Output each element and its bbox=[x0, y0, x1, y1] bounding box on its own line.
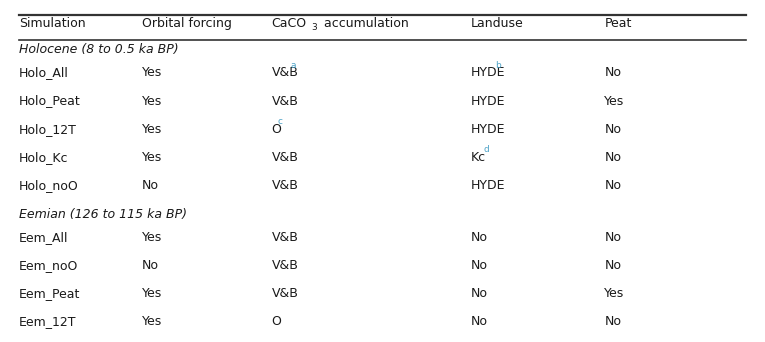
Text: No: No bbox=[142, 179, 158, 192]
Text: Yes: Yes bbox=[604, 94, 624, 107]
Text: Yes: Yes bbox=[142, 150, 161, 163]
Text: Eem_noO: Eem_noO bbox=[19, 259, 79, 272]
Text: CaCO: CaCO bbox=[272, 17, 307, 30]
Text: HYDE: HYDE bbox=[470, 66, 505, 79]
Text: HYDE: HYDE bbox=[470, 179, 505, 192]
Text: Kc: Kc bbox=[470, 150, 486, 163]
Text: Eem_Peat: Eem_Peat bbox=[19, 287, 80, 300]
Text: No: No bbox=[604, 66, 621, 79]
Text: Yes: Yes bbox=[604, 287, 624, 300]
Text: Yes: Yes bbox=[142, 122, 161, 135]
Text: V&B: V&B bbox=[272, 150, 298, 163]
Text: Holo_All: Holo_All bbox=[19, 66, 69, 79]
Text: O: O bbox=[272, 122, 282, 135]
Text: Holo_noO: Holo_noO bbox=[19, 179, 79, 192]
Text: a: a bbox=[291, 61, 296, 70]
Text: Yes: Yes bbox=[142, 315, 161, 328]
Text: V&B: V&B bbox=[272, 66, 298, 79]
Text: Eem_All: Eem_All bbox=[19, 231, 69, 244]
Text: Holo_Kc: Holo_Kc bbox=[19, 150, 69, 163]
Text: O: O bbox=[272, 315, 282, 328]
Text: Yes: Yes bbox=[142, 287, 161, 300]
Text: No: No bbox=[604, 315, 621, 328]
Text: No: No bbox=[142, 259, 158, 272]
Text: No: No bbox=[604, 150, 621, 163]
Text: No: No bbox=[604, 179, 621, 192]
Text: V&B: V&B bbox=[272, 259, 298, 272]
Text: V&B: V&B bbox=[272, 179, 298, 192]
Text: Yes: Yes bbox=[142, 66, 161, 79]
Text: b: b bbox=[496, 61, 501, 70]
Text: Holocene (8 to 0.5 ka BP): Holocene (8 to 0.5 ka BP) bbox=[19, 43, 179, 56]
Text: Simulation: Simulation bbox=[19, 17, 86, 30]
Text: Landuse: Landuse bbox=[470, 17, 523, 30]
Text: Eem_12T: Eem_12T bbox=[19, 315, 76, 328]
Text: No: No bbox=[604, 259, 621, 272]
Text: V&B: V&B bbox=[272, 287, 298, 300]
Text: HYDE: HYDE bbox=[470, 122, 505, 135]
Text: Eemian (126 to 115 ka BP): Eemian (126 to 115 ka BP) bbox=[19, 208, 187, 221]
Text: c: c bbox=[278, 117, 283, 126]
Text: Yes: Yes bbox=[142, 94, 161, 107]
Text: Peat: Peat bbox=[604, 17, 632, 30]
Text: 3: 3 bbox=[311, 23, 317, 31]
Text: Yes: Yes bbox=[142, 231, 161, 244]
Text: Holo_Peat: Holo_Peat bbox=[19, 94, 81, 107]
Text: HYDE: HYDE bbox=[470, 94, 505, 107]
Text: V&B: V&B bbox=[272, 94, 298, 107]
Text: d: d bbox=[483, 145, 489, 154]
Text: No: No bbox=[470, 259, 487, 272]
Text: No: No bbox=[604, 231, 621, 244]
Text: No: No bbox=[604, 122, 621, 135]
Text: Holo_12T: Holo_12T bbox=[19, 122, 77, 135]
Text: No: No bbox=[470, 287, 487, 300]
Text: accumulation: accumulation bbox=[320, 17, 409, 30]
Text: Orbital forcing: Orbital forcing bbox=[142, 17, 231, 30]
Text: No: No bbox=[470, 231, 487, 244]
Text: No: No bbox=[470, 315, 487, 328]
Text: V&B: V&B bbox=[272, 231, 298, 244]
